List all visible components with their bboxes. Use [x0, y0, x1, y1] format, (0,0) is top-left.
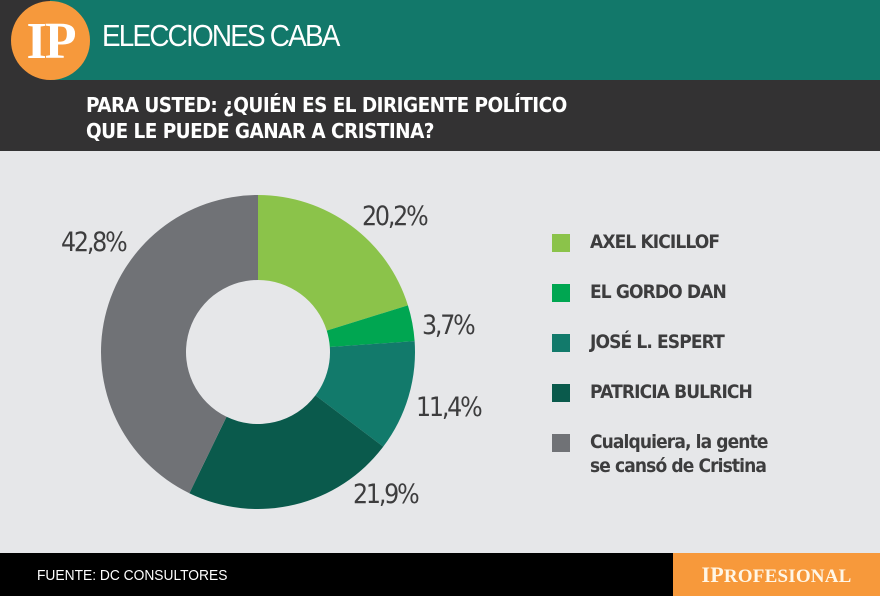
- legend-label: Cualquiera, la gente se cansó de Cristin…: [590, 430, 768, 478]
- slice-cualquiera: [100, 195, 258, 494]
- value-label-bulrich: 21,9%: [353, 479, 420, 510]
- source-credit: FUENTE: DC CONSULTORES: [37, 567, 228, 584]
- slice-gordo-dan: [326, 305, 415, 348]
- chart-title-line-2: QUE LE PUEDE GANAR A CRISTINA?: [86, 119, 435, 143]
- value-label-kicillof: 20,2%: [362, 201, 429, 232]
- legend-item-cualquiera: Cualquiera, la gente se cansó de Cristin…: [552, 430, 787, 478]
- brand-wordmark: IPROFESIONAL: [701, 561, 852, 587]
- legend-label: AXEL KICILLOF: [590, 231, 720, 253]
- legend-swatch: [552, 384, 570, 402]
- chart-title: PARA USTED: ¿QUIÉN ES EL DIRIGENTE POLÍT…: [86, 92, 567, 144]
- footer: FUENTE: DC CONSULTORES IPROFESIONAL: [0, 553, 880, 596]
- legend-item-espert: JOSÉ L. ESPERT: [552, 330, 739, 354]
- value-label-cualquiera: 42,8%: [61, 227, 128, 258]
- legend-label: PATRICIA BULRICH: [590, 381, 753, 403]
- legend-item-gordo-dan: EL GORDO DAN: [552, 280, 741, 304]
- legend-swatch: [552, 234, 570, 252]
- donut-chart: [100, 195, 415, 509]
- slice-bulrich: [189, 395, 384, 509]
- value-label-espert: 11,4%: [416, 392, 483, 423]
- legend-item-bulrich: PATRICIA BULRICH: [552, 380, 770, 404]
- section-header-band: [50, 0, 880, 80]
- logo-text: IP: [26, 13, 77, 70]
- legend-label-line-1: Cualquiera, la gente: [590, 431, 768, 453]
- legend-label: JOSÉ L. ESPERT: [590, 331, 725, 353]
- legend-label-line-2: se cansó de Cristina: [590, 455, 767, 477]
- legend-swatch: [552, 284, 570, 302]
- iprofesional-brand: IPROFESIONAL: [673, 553, 880, 596]
- slice-espert: [315, 341, 415, 447]
- slice-kicillof: [258, 195, 408, 331]
- value-label-gordo-dan: 3,7%: [422, 310, 476, 341]
- legend-swatch: [552, 434, 570, 452]
- legend-label: EL GORDO DAN: [590, 281, 727, 303]
- section-title: ELECCIONES CABA: [102, 18, 340, 53]
- legend-item-kicillof: AXEL KICILLOF: [552, 230, 734, 254]
- legend-swatch: [552, 334, 570, 352]
- chart-area: 20,2% 3,7% 11,4% 21,9% 42,8% AXEL KICILL…: [0, 151, 880, 553]
- chart-title-line-1: PARA USTED: ¿QUIÉN ES EL DIRIGENTE POLÍT…: [86, 93, 567, 117]
- iprofesional-logo: IP: [11, 1, 90, 80]
